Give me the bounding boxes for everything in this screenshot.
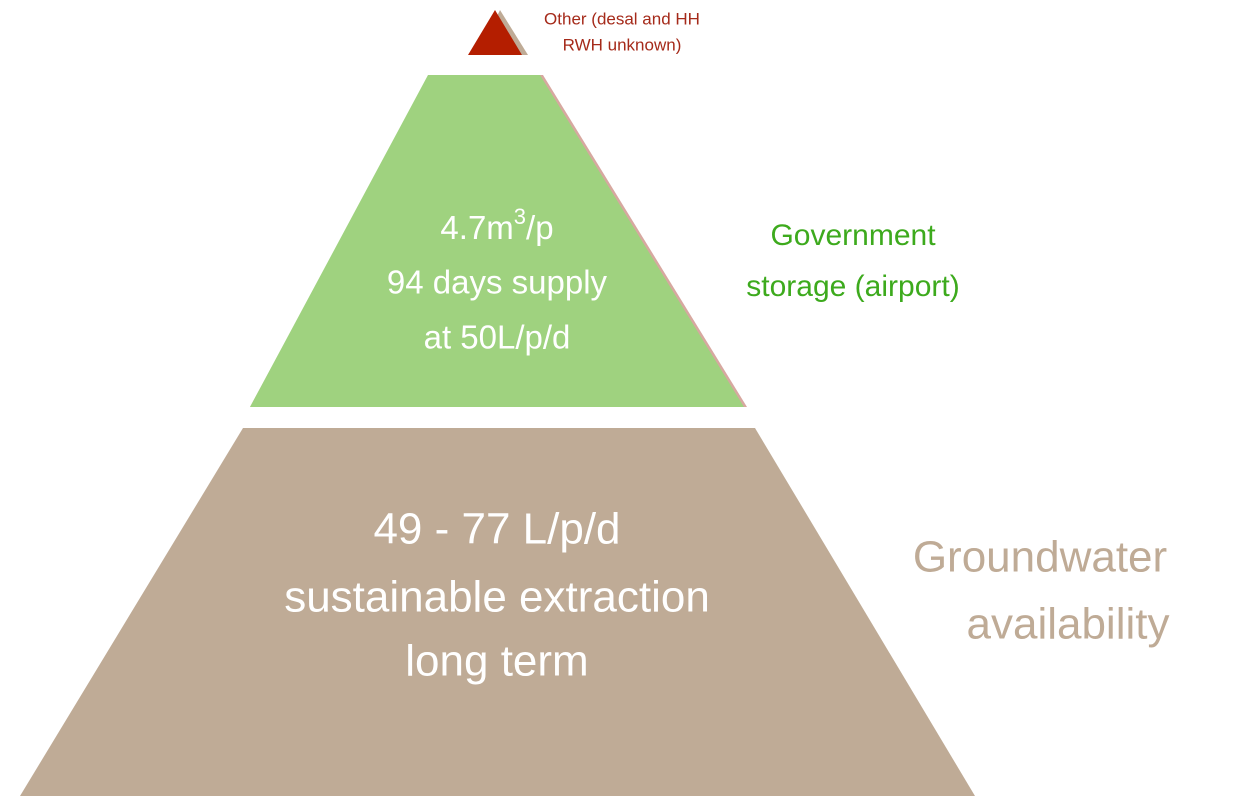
other-label: Other (desal and HH: [544, 9, 700, 28]
government-label: Government: [770, 219, 936, 252]
middle-text-base: 4.7m: [440, 209, 513, 246]
bottom-text: sustainable extraction: [284, 573, 710, 622]
middle-text: 4.7m3/p: [440, 204, 553, 246]
middle-text-suffix: /p: [526, 209, 554, 246]
top-triangle: [468, 10, 522, 55]
bottom-text: long term: [405, 637, 588, 686]
bottom-tier: [20, 428, 975, 796]
groundwater-label: availability: [967, 600, 1170, 649]
middle-tier: [250, 75, 744, 407]
groundwater-label: Groundwater: [913, 533, 1167, 582]
bottom-text: 49 - 77 L/p/d: [373, 505, 620, 554]
government-label: storage (airport): [746, 270, 959, 303]
middle-text: at 50L/p/d: [424, 319, 571, 356]
middle-text-sup: 3: [514, 204, 526, 229]
middle-text: 94 days supply: [387, 264, 608, 301]
other-label: RWH unknown): [563, 35, 682, 54]
